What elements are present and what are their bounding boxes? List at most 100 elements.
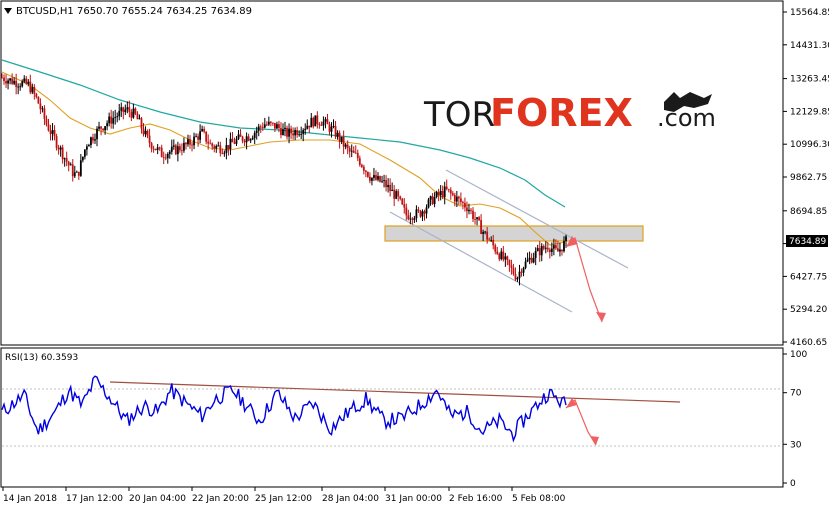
candle-body bbox=[130, 111, 133, 118]
candle-body bbox=[150, 143, 153, 149]
candle-body bbox=[500, 251, 503, 260]
rsi-series-line bbox=[1, 375, 567, 443]
candle-body bbox=[328, 124, 331, 132]
ma-slow-line bbox=[1, 59, 566, 208]
candle-body bbox=[409, 218, 412, 220]
candle-body bbox=[484, 231, 487, 233]
candle-body bbox=[183, 142, 185, 151]
rsi-label: RSI(13) 60.3593 bbox=[5, 353, 78, 363]
candle-body bbox=[528, 257, 531, 260]
candle-body bbox=[306, 125, 309, 129]
candle-body bbox=[369, 176, 371, 181]
price-tick-label: 15564.85 bbox=[790, 8, 829, 18]
candle-body bbox=[415, 209, 418, 219]
watermark-brand: FOREX bbox=[490, 91, 633, 135]
candle-body bbox=[94, 139, 96, 141]
candle-body bbox=[118, 110, 121, 117]
rsi-trendline[interactable] bbox=[109, 381, 681, 403]
candle-body bbox=[257, 126, 260, 131]
candle-body bbox=[302, 130, 305, 135]
candle-body bbox=[23, 78, 26, 82]
time-tick-label: 31 Jan 00:00 bbox=[385, 494, 442, 504]
candle-body bbox=[354, 152, 357, 154]
candle-body bbox=[245, 136, 248, 143]
candle-body bbox=[195, 136, 197, 138]
candle-body bbox=[51, 129, 54, 134]
candle-body bbox=[504, 256, 507, 260]
rsi-tick-label: 30 bbox=[790, 440, 802, 450]
candle-body bbox=[239, 134, 242, 137]
time-tick-label: 28 Jan 04:00 bbox=[322, 494, 379, 504]
candle-body bbox=[128, 107, 131, 112]
candle-body bbox=[45, 118, 48, 125]
chart-header: BTCUSD,H1 7650.70 7655.24 7634.25 7634.8… bbox=[4, 6, 252, 17]
candle-body bbox=[298, 134, 301, 136]
candle-body bbox=[443, 186, 446, 198]
candle-body bbox=[235, 138, 238, 144]
candle-body bbox=[326, 119, 329, 125]
candle-body bbox=[231, 138, 234, 143]
candle-body bbox=[9, 78, 11, 81]
support-zone[interactable] bbox=[384, 225, 644, 242]
candle-body bbox=[11, 78, 14, 84]
candle-body bbox=[552, 245, 555, 249]
candle-body bbox=[223, 152, 226, 154]
candle-body bbox=[112, 117, 115, 124]
channel-lower[interactable] bbox=[389, 211, 573, 313]
candle-body bbox=[314, 115, 317, 127]
candle-body bbox=[377, 176, 379, 180]
candle-body bbox=[344, 144, 347, 147]
candle-body bbox=[152, 148, 155, 150]
candle-body bbox=[43, 108, 46, 119]
candle-body bbox=[261, 127, 264, 128]
candle-body bbox=[243, 140, 246, 143]
candle-body bbox=[172, 145, 175, 147]
candle-body bbox=[464, 202, 466, 208]
candle-body bbox=[421, 211, 424, 217]
candle-body bbox=[445, 186, 448, 189]
candle-body bbox=[132, 108, 135, 118]
candle-body bbox=[33, 87, 36, 94]
rsi-axis: 100 70 30 0 bbox=[783, 350, 807, 489]
candle-body bbox=[348, 148, 351, 152]
candle-body bbox=[86, 146, 88, 150]
candle-body bbox=[122, 107, 125, 113]
candle-body bbox=[425, 207, 428, 214]
channel-upper[interactable] bbox=[445, 169, 629, 269]
candle-body bbox=[191, 144, 193, 146]
candle-body bbox=[71, 164, 74, 177]
candle-body bbox=[330, 126, 333, 132]
candle-body bbox=[391, 189, 394, 192]
candle-body bbox=[211, 143, 214, 147]
candle-body bbox=[162, 157, 165, 158]
candle-body bbox=[98, 126, 100, 129]
candle-body bbox=[35, 93, 38, 97]
candle-body bbox=[364, 170, 367, 172]
candle-body bbox=[399, 196, 402, 199]
candle-body bbox=[209, 143, 212, 145]
candle-body bbox=[320, 125, 323, 126]
candle-body bbox=[146, 130, 149, 136]
candle-body bbox=[29, 81, 32, 93]
candle-body bbox=[176, 146, 179, 155]
candle-body bbox=[142, 128, 145, 135]
candle-body bbox=[154, 148, 157, 150]
candle-body bbox=[296, 130, 299, 135]
candle-body bbox=[104, 126, 106, 131]
candle-body bbox=[148, 135, 151, 144]
price-tick-label: 12129.85 bbox=[790, 107, 829, 117]
price-panel[interactable] bbox=[0, 0, 784, 346]
price-tick-label: 10996.30 bbox=[790, 140, 829, 150]
candle-body bbox=[229, 138, 232, 150]
price-tick-label: 5294.20 bbox=[790, 305, 827, 315]
candle-body bbox=[53, 129, 56, 137]
candle-body bbox=[532, 257, 535, 263]
candle-body bbox=[201, 128, 204, 132]
candle-body bbox=[49, 130, 52, 134]
candle-body bbox=[350, 150, 353, 152]
candle-body bbox=[47, 124, 50, 131]
candle-body bbox=[427, 199, 430, 208]
candle-body bbox=[530, 257, 533, 263]
candle-body bbox=[17, 86, 20, 88]
candle-body bbox=[278, 124, 280, 129]
